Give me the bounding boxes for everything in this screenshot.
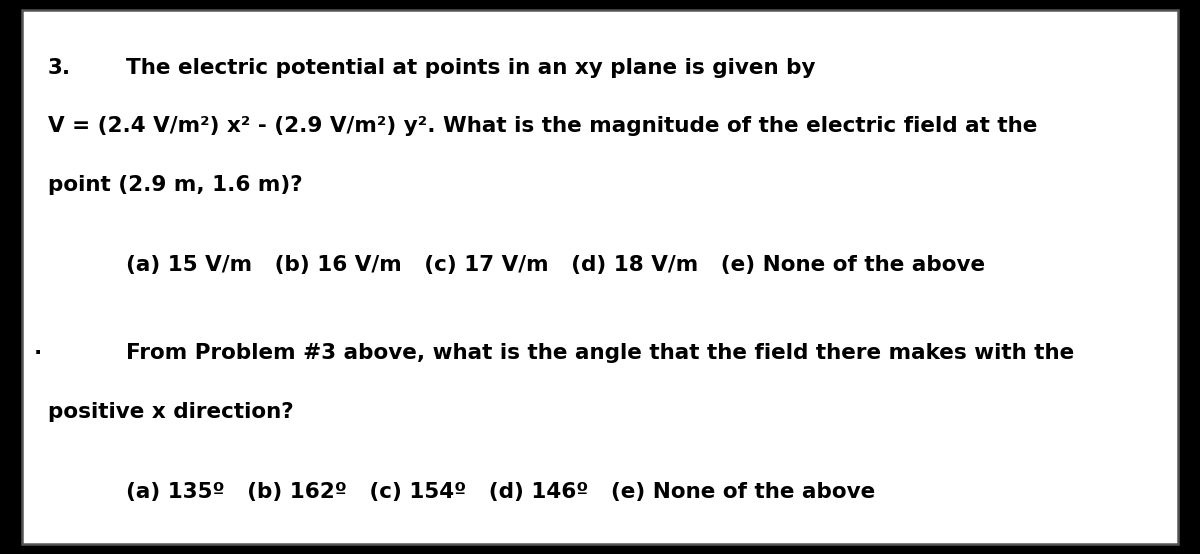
Text: From Problem #3 above, what is the angle that the field there makes with the: From Problem #3 above, what is the angle… (126, 343, 1074, 363)
Text: positive x direction?: positive x direction? (48, 402, 294, 422)
Text: 3.: 3. (48, 58, 71, 78)
Text: ·: · (34, 343, 42, 363)
FancyBboxPatch shape (22, 10, 1178, 544)
Text: (a) 15 V/m   (b) 16 V/m   (c) 17 V/m   (d) 18 V/m   (e) None of the above: (a) 15 V/m (b) 16 V/m (c) 17 V/m (d) 18 … (126, 255, 985, 275)
Text: V = (2.4 V/m²) x² - (2.9 V/m²) y². What is the magnitude of the electric field a: V = (2.4 V/m²) x² - (2.9 V/m²) y². What … (48, 116, 1037, 136)
Text: point (2.9 m, 1.6 m)?: point (2.9 m, 1.6 m)? (48, 175, 302, 194)
Text: The electric potential at points in an xy plane is given by: The electric potential at points in an x… (126, 58, 816, 78)
Text: (a) 135º   (b) 162º   (c) 154º   (d) 146º   (e) None of the above: (a) 135º (b) 162º (c) 154º (d) 146º (e) … (126, 482, 875, 502)
